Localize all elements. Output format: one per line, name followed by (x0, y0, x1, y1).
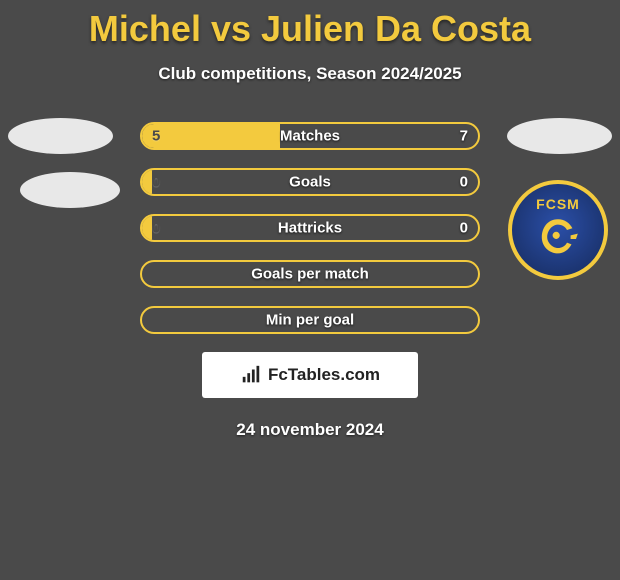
subtitle: Club competitions, Season 2024/2025 (0, 64, 620, 84)
stat-row-min-per-goal: Min per goal (140, 306, 480, 334)
stat-row-hattricks: 0 Hattricks 0 (140, 214, 480, 242)
club-badge-circle: FCSM (508, 180, 608, 280)
stat-left-value: 0 (152, 174, 160, 191)
stat-fill (142, 216, 152, 240)
stat-right-value: 0 (460, 220, 468, 237)
stat-label: Goals per match (251, 266, 369, 283)
lion-icon (531, 208, 585, 262)
player-right-avatar (507, 118, 612, 154)
stat-left-value: 5 (152, 128, 160, 145)
stat-row-matches: 5 Matches 7 (140, 122, 480, 150)
stat-fill (142, 124, 280, 148)
date-label: 24 november 2024 (0, 420, 620, 440)
chart-icon (240, 364, 262, 386)
player-left-club (20, 172, 120, 208)
stat-fill (142, 170, 152, 194)
stat-row-goals-per-match: Goals per match (140, 260, 480, 288)
stat-label: Goals (289, 174, 331, 191)
player-left-avatar (8, 118, 113, 154)
branding-box[interactable]: FcTables.com (202, 352, 418, 398)
page-title: Michel vs Julien Da Costa (0, 0, 620, 50)
stat-label: Hattricks (278, 220, 342, 237)
stat-label: Min per goal (266, 312, 354, 329)
stat-row-goals: 0 Goals 0 (140, 168, 480, 196)
stat-left-value: 0 (152, 220, 160, 237)
stat-label: Matches (280, 128, 340, 145)
stat-right-value: 0 (460, 174, 468, 191)
player-right-club-badge: FCSM (508, 180, 608, 288)
branding-text: FcTables.com (268, 365, 380, 385)
stat-right-value: 7 (460, 128, 468, 145)
